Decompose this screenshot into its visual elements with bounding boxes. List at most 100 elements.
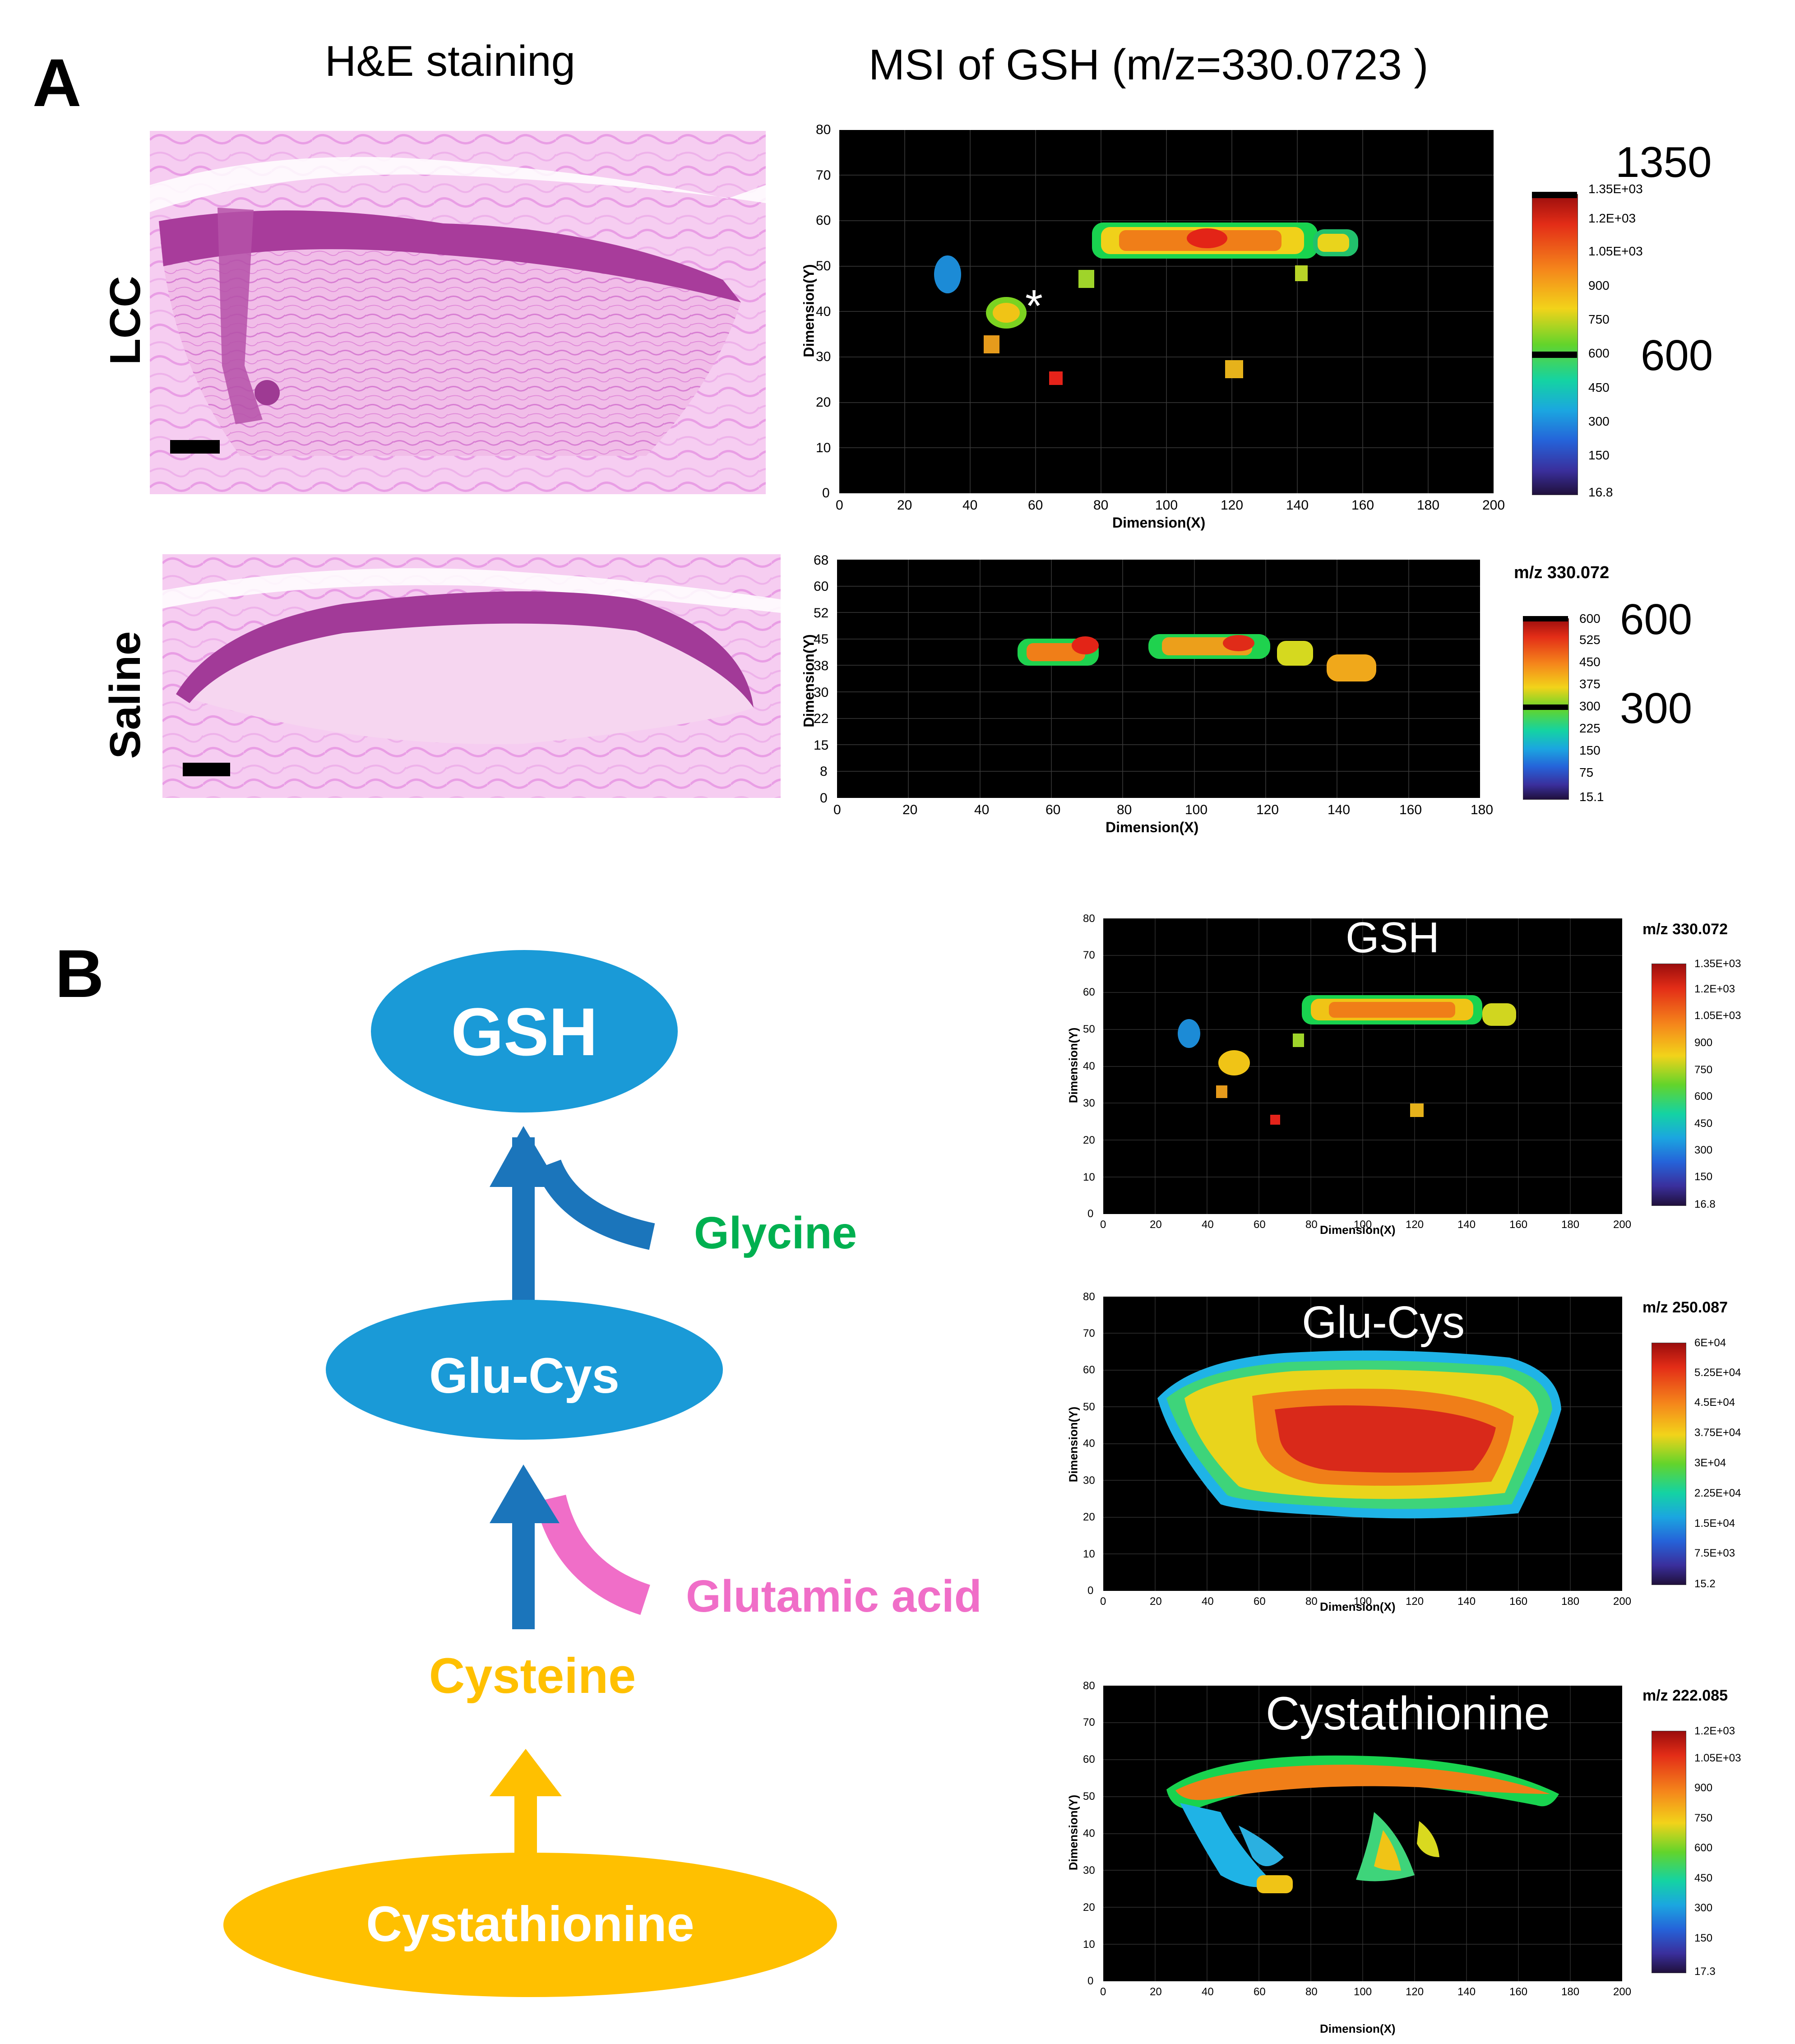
map-glucys-y-tick: 70 (1083, 1327, 1095, 1339)
saline-x-tick: 160 (1399, 802, 1422, 817)
map-gsh-cb-tick: 16.8 (1694, 1198, 1716, 1210)
saline-y-tick: 30 (814, 685, 829, 700)
lcc-y-tick: 20 (816, 395, 831, 410)
map-glucys-overlay-label: Glu-Cys (1302, 1297, 1465, 1348)
lcc-max-label: 1350 (1615, 138, 1712, 186)
saline-y-tick: 8 (820, 764, 828, 779)
map-glucys-colorbar (1652, 1343, 1686, 1585)
lcc-x-tick: 200 (1482, 498, 1505, 513)
lcc-cb-tick: 450 (1588, 380, 1610, 394)
map-glucys-x-tick: 120 (1406, 1595, 1424, 1608)
map-glucys-x-tick: 200 (1613, 1595, 1632, 1608)
lcc-x-axis-label: Dimension(X) (1112, 514, 1206, 531)
map-cystathionine-overlay-label: Cystathionine (1266, 1687, 1550, 1740)
map-cyst-x-tick: 100 (1354, 1986, 1372, 1998)
map-gsh-cb-tick: 1.35E+03 (1694, 958, 1741, 970)
lcc-y-tick: 60 (816, 213, 831, 228)
map-cyst-y-tick: 30 (1083, 1864, 1095, 1877)
lcc-cb-tick: 900 (1588, 278, 1610, 292)
map-glucys-y-tick: 50 (1083, 1401, 1095, 1413)
map-glucys-x-tick: 80 (1305, 1595, 1318, 1608)
panel-a-letter: A (32, 45, 82, 121)
map-glucys-y-tick: 10 (1083, 1548, 1095, 1560)
msi-plot-lcc (839, 130, 1494, 493)
map-glucys-x-tick: 140 (1457, 1595, 1476, 1608)
node-glucys-label: Glu-Cys (429, 1348, 620, 1404)
node-gsh (371, 950, 678, 1112)
map-gsh-cb-tick: 1.2E+03 (1694, 983, 1735, 995)
row-label-lcc: LCC (101, 276, 149, 365)
map-cyst-colorbar (1652, 1731, 1686, 1973)
saline-y-tick: 15 (814, 738, 829, 753)
lcc-cb-tick: 1.2E+03 (1588, 211, 1636, 225)
saline-y-tick: 68 (814, 553, 829, 568)
saline-cb-tick: 375 (1579, 677, 1601, 691)
row-label-saline: Saline (101, 631, 149, 759)
map-gsh-y-tick: 30 (1083, 1097, 1095, 1109)
saline-cb-tick: 525 (1579, 633, 1601, 647)
map-cyst-cb-tick: 17.3 (1694, 1965, 1716, 1978)
arrow-glutamic-acid (535, 1494, 651, 1615)
map-gsh-y-tick: 80 (1083, 913, 1095, 925)
map-gsh-x-tick: 100 (1354, 1219, 1372, 1231)
map-gsh-x-axis-label: Dimension(X) (1320, 1223, 1396, 1237)
map-cyst-y-tick: 80 (1083, 1680, 1095, 1692)
map-glucys-mz: m/z 250.087 (1642, 1299, 1728, 1316)
map-cyst-y-tick: 20 (1083, 1901, 1095, 1914)
colorbar-lcc (1532, 194, 1578, 495)
saline-x-tick: 120 (1256, 802, 1279, 817)
asterisk-marker: * (1025, 281, 1043, 331)
map-cyst-x-tick: 120 (1406, 1986, 1424, 1998)
lcc-cb-tick: 1.35E+03 (1588, 182, 1643, 196)
arrowhead-cysteine-to-glucys (490, 1465, 560, 1523)
map-gsh-cb-tick: 150 (1694, 1171, 1713, 1183)
map-glucys-y-tick: 0 (1087, 1585, 1094, 1597)
lcc-cb-tick: 750 (1588, 312, 1610, 326)
node-glutamic-label: Glutamic acid (686, 1571, 982, 1622)
map-cyst-x-tick: 20 (1150, 1986, 1162, 1998)
map-glucys-x-tick: 160 (1509, 1595, 1528, 1608)
map-gsh-cb-tick: 600 (1694, 1090, 1713, 1103)
lcc-cb-tick: 600 (1588, 346, 1610, 360)
lcc-y-tick: 70 (816, 168, 831, 183)
map-cyst-cb-tick: 600 (1694, 1842, 1713, 1854)
lcc-y-axis-label: Dimension(Y) (800, 264, 817, 357)
scale-bar-lcc (170, 440, 220, 454)
pathway-diagram (223, 950, 837, 1997)
lcc-x-tick: 120 (1221, 498, 1244, 513)
map-gsh-y-tick: 60 (1083, 986, 1095, 998)
msi-title: MSI of GSH (m/z=330.0723 ) (869, 41, 1429, 89)
map-gsh-x-tick: 140 (1457, 1219, 1476, 1231)
node-glucys (326, 1300, 723, 1440)
saline-cb-tick: 600 (1579, 612, 1601, 626)
node-glycine-label: Glycine (694, 1208, 857, 1258)
colorbar-lcc-mid-line (1532, 352, 1577, 358)
map-cyst-x-tick: 60 (1254, 1986, 1266, 1998)
map-cyst-x-tick: 200 (1613, 1986, 1632, 1998)
node-cystathionine (223, 1853, 837, 1997)
map-glucys-cb-tick: 2.25E+04 (1694, 1487, 1741, 1499)
map-cyst-mz: m/z 222.085 (1642, 1687, 1728, 1704)
lcc-cb-tick: 1.05E+03 (1588, 244, 1643, 258)
map-cyst-cb-tick: 1.05E+03 (1694, 1752, 1741, 1764)
saline-mz-label: m/z 330.072 (1514, 563, 1610, 582)
lcc-y-tick: 0 (822, 486, 830, 501)
msi-map-cystathionine (1103, 1686, 1622, 1981)
lcc-x-tick: 160 (1351, 498, 1374, 513)
map-cyst-x-tick: 80 (1305, 1986, 1318, 1998)
colorbar-saline-mid-line (1523, 705, 1568, 710)
map-glucys-y-tick: 20 (1083, 1511, 1095, 1523)
map-cyst-y-tick: 10 (1083, 1938, 1095, 1951)
map-glucys-cb-tick: 1.5E+04 (1694, 1517, 1735, 1530)
lcc-mid-label: 600 (1641, 331, 1713, 380)
map-cyst-cb-tick: 750 (1694, 1812, 1713, 1824)
map-gsh-cb-tick: 900 (1694, 1037, 1713, 1049)
map-cyst-y-tick: 70 (1083, 1716, 1095, 1729)
map-gsh-x-tick: 40 (1202, 1219, 1214, 1231)
lcc-x-tick: 180 (1417, 498, 1440, 513)
msi-map-gsh (1103, 918, 1622, 1214)
lcc-x-tick: 100 (1155, 498, 1178, 513)
lcc-x-tick: 140 (1286, 498, 1309, 513)
map-cyst-cb-tick: 300 (1694, 1902, 1713, 1914)
map-gsh-x-tick: 180 (1561, 1219, 1580, 1231)
